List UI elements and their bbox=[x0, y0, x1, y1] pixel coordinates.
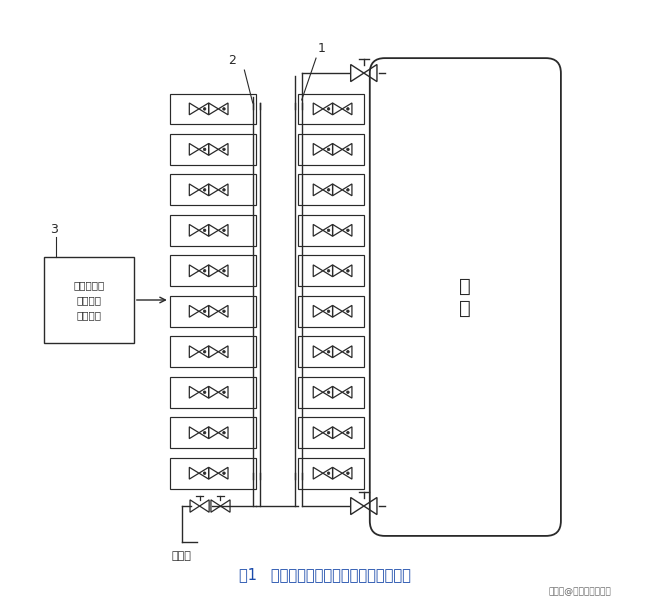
Circle shape bbox=[346, 188, 349, 191]
Circle shape bbox=[327, 148, 330, 151]
Circle shape bbox=[327, 391, 330, 394]
Text: 搜狐号@露可自动化仪表: 搜狐号@露可自动化仪表 bbox=[549, 587, 612, 596]
Circle shape bbox=[203, 472, 206, 475]
Circle shape bbox=[327, 431, 330, 434]
Circle shape bbox=[203, 229, 206, 232]
Bar bbox=[170, 256, 256, 286]
Circle shape bbox=[203, 148, 206, 151]
Bar bbox=[298, 418, 364, 448]
Circle shape bbox=[327, 350, 330, 353]
Text: 电接点水位
测量装置
处理终端: 电接点水位 测量装置 处理终端 bbox=[73, 280, 105, 320]
Circle shape bbox=[346, 229, 349, 232]
Circle shape bbox=[346, 107, 349, 110]
Circle shape bbox=[203, 310, 206, 313]
Circle shape bbox=[346, 148, 349, 151]
Circle shape bbox=[327, 310, 330, 313]
Bar bbox=[170, 94, 256, 124]
Circle shape bbox=[346, 391, 349, 394]
Bar bbox=[298, 134, 364, 165]
Circle shape bbox=[327, 107, 330, 110]
Bar bbox=[298, 215, 364, 246]
Bar bbox=[170, 175, 256, 205]
Circle shape bbox=[346, 350, 349, 353]
Circle shape bbox=[203, 107, 206, 110]
Text: 图1   电接点水位测量装置组成及工作原理: 图1 电接点水位测量装置组成及工作原理 bbox=[239, 567, 411, 582]
Text: 1: 1 bbox=[318, 42, 326, 55]
Text: 锅
炉: 锅 炉 bbox=[460, 277, 471, 317]
Bar bbox=[298, 296, 364, 326]
Circle shape bbox=[223, 350, 226, 353]
Circle shape bbox=[223, 472, 226, 475]
Circle shape bbox=[223, 188, 226, 191]
Circle shape bbox=[223, 431, 226, 434]
Circle shape bbox=[223, 229, 226, 232]
Circle shape bbox=[223, 148, 226, 151]
Circle shape bbox=[223, 391, 226, 394]
Bar bbox=[298, 377, 364, 407]
Circle shape bbox=[223, 269, 226, 272]
Circle shape bbox=[203, 350, 206, 353]
Circle shape bbox=[346, 472, 349, 475]
Text: 3: 3 bbox=[50, 223, 58, 236]
Circle shape bbox=[346, 269, 349, 272]
Circle shape bbox=[346, 431, 349, 434]
Bar bbox=[298, 94, 364, 124]
Bar bbox=[170, 418, 256, 448]
Bar bbox=[170, 377, 256, 407]
Bar bbox=[170, 215, 256, 246]
Circle shape bbox=[223, 107, 226, 110]
Circle shape bbox=[346, 310, 349, 313]
Circle shape bbox=[327, 229, 330, 232]
Circle shape bbox=[203, 431, 206, 434]
Bar bbox=[170, 296, 256, 326]
Bar bbox=[298, 458, 364, 488]
Bar bbox=[170, 337, 256, 367]
Circle shape bbox=[327, 269, 330, 272]
Circle shape bbox=[327, 472, 330, 475]
Text: 2: 2 bbox=[229, 54, 237, 67]
Bar bbox=[170, 134, 256, 165]
Circle shape bbox=[203, 188, 206, 191]
Bar bbox=[298, 175, 364, 205]
Circle shape bbox=[203, 269, 206, 272]
Circle shape bbox=[203, 391, 206, 394]
Bar bbox=[298, 337, 364, 367]
Circle shape bbox=[327, 188, 330, 191]
Text: 排水口: 排水口 bbox=[172, 551, 192, 561]
Bar bbox=[298, 256, 364, 286]
Bar bbox=[170, 458, 256, 488]
Circle shape bbox=[223, 310, 226, 313]
Bar bbox=[44, 257, 134, 343]
